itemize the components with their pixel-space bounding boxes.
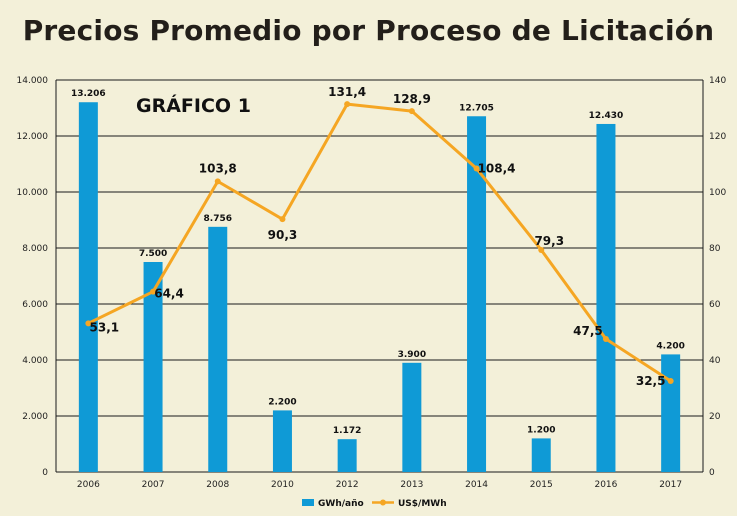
- line-data-label: 79,3: [534, 234, 564, 248]
- line-data-label: 47,5: [573, 324, 603, 338]
- bar: [596, 123, 616, 473]
- line-data-label: 90,3: [268, 228, 298, 242]
- bar-data-label: 12.705: [459, 103, 494, 113]
- x-tick-label: 2016: [594, 480, 617, 490]
- line-point: [538, 246, 545, 253]
- bar-data-label: 2.200: [268, 397, 296, 407]
- x-tick-label: 2012: [336, 480, 359, 490]
- line-point: [667, 378, 674, 384]
- line-series: [87, 102, 672, 383]
- bar-data-label: 7.500: [139, 249, 167, 259]
- legend-line-marker: [380, 499, 386, 506]
- y-left-tick-label: 14.000: [17, 76, 49, 86]
- x-tick-label: 2013: [400, 480, 423, 490]
- line-data-label: 131,4: [328, 85, 366, 99]
- y-right-tick-label: 60: [709, 300, 721, 310]
- bar: [337, 439, 357, 472]
- bar: [78, 102, 98, 473]
- y-left-tick-label: 6.000: [22, 300, 48, 310]
- bar: [143, 262, 163, 472]
- line-data-label: 64,4: [154, 287, 184, 301]
- y-right-tick-label: 40: [709, 356, 721, 366]
- x-tick-label: 2007: [142, 480, 165, 490]
- line-data-label: 103,8: [199, 161, 237, 175]
- line-point: [150, 288, 157, 295]
- bar-data-label: 4.200: [656, 341, 684, 351]
- y-left-tick-label: 2.000: [22, 412, 48, 422]
- x-tick-label: 2017: [659, 480, 682, 490]
- y-right-tick-label: 120: [709, 132, 726, 142]
- bar-data-label: 12.430: [589, 111, 624, 121]
- legend-bar-swatch: [302, 499, 314, 506]
- y-left-tick-label: 10.000: [17, 188, 49, 198]
- bar-data-label: 3.900: [398, 350, 426, 360]
- chart-title: Precios Promedio por Proceso de Licitaci…: [22, 14, 715, 47]
- y-left-tick-label: 8.000: [22, 244, 48, 254]
- x-tick-label: 2015: [530, 480, 553, 490]
- y-right-tick-label: 140: [709, 76, 726, 86]
- bar-data-label: 13.206: [71, 89, 106, 99]
- bar: [208, 226, 228, 472]
- legend-line-label: US$/MWh: [398, 499, 447, 509]
- y-right-tick-label: 20: [709, 412, 721, 422]
- bar: [661, 354, 681, 472]
- bar-data-label: 1.200: [527, 425, 555, 435]
- y-left-tick-label: 4.000: [22, 356, 48, 366]
- line-data-label: 128,9: [393, 92, 431, 106]
- bar: [272, 410, 292, 472]
- line-point: [602, 336, 609, 342]
- x-tick-label: 2006: [77, 480, 100, 490]
- bar: [531, 438, 551, 472]
- line-data-label: 108,4: [478, 161, 516, 175]
- legend-bar-label: GWh/año: [318, 499, 364, 509]
- bar-data-label: 1.172: [333, 426, 361, 436]
- y-left-tick-label: 12.000: [17, 132, 49, 142]
- line-point: [408, 108, 415, 115]
- line-data-label: 53,1: [90, 320, 120, 334]
- bar-data-label: 8.756: [204, 214, 232, 224]
- y-right-tick-label: 100: [709, 188, 726, 198]
- x-tick-label: 2010: [271, 480, 294, 490]
- y-right-tick-label: 0: [709, 468, 715, 478]
- y-left-tick-label: 0: [42, 468, 48, 478]
- x-tick-label: 2008: [206, 480, 229, 490]
- line-point: [344, 101, 351, 108]
- chart-subtitle: GRÁFICO 1: [136, 94, 251, 117]
- line-point: [214, 178, 221, 185]
- line-point: [473, 165, 480, 172]
- x-tick-label: 2014: [465, 480, 488, 490]
- line-point: [279, 216, 286, 223]
- bar: [402, 362, 422, 472]
- line-data-label: 32,5: [636, 374, 666, 388]
- line-point: [85, 320, 92, 327]
- bar: [467, 116, 487, 472]
- y-right-tick-label: 80: [709, 244, 721, 254]
